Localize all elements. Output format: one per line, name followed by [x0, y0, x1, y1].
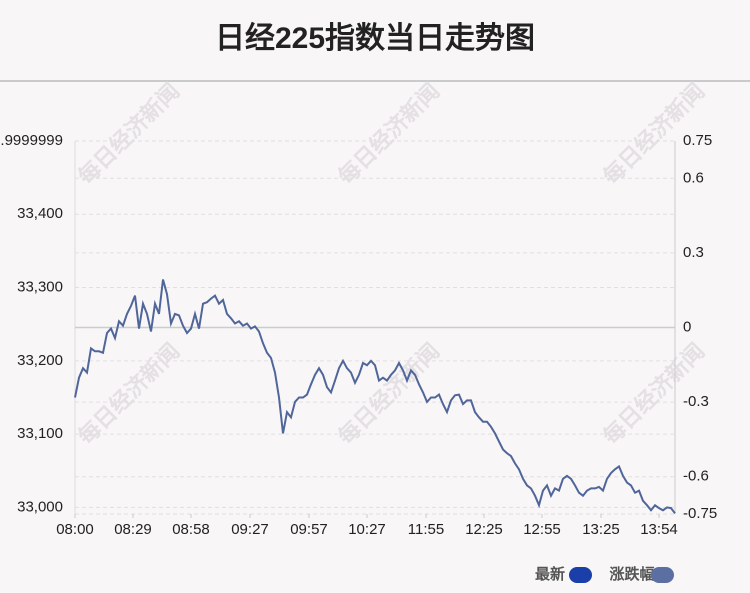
x-tick-label: 09:27	[231, 521, 269, 538]
legend-swatch	[569, 567, 592, 583]
watermark: 每日经济新闻	[333, 338, 444, 449]
x-tick-label: 08:58	[172, 521, 210, 538]
y2-tick-label: -0.75	[683, 505, 717, 522]
y-tick-label: 33,499.9999999	[0, 132, 63, 149]
legend-label: 最新	[535, 565, 565, 583]
x-tick-label: 08:00	[56, 521, 94, 538]
x-tick-label: 08:29	[114, 521, 152, 538]
x-tick-label: 12:25	[465, 521, 503, 538]
y-tick-label: 33,000	[17, 498, 63, 515]
legend-label: 涨跌幅	[609, 565, 654, 583]
legend-swatch	[651, 567, 674, 583]
y-tick-label: 33,200	[17, 352, 63, 369]
y-tick-label: 33,400	[17, 205, 63, 222]
x-tick-label: 11:55	[408, 521, 444, 538]
y2-tick-label: 0	[683, 318, 691, 335]
watermark: 每日经济新闻	[333, 78, 444, 189]
y2-tick-label: 0.3	[683, 244, 704, 261]
x-tick-label: 13:54	[640, 521, 678, 538]
y2-tick-label: -0.6	[683, 468, 709, 485]
chart-title: 日经225指数当日走势图	[215, 21, 535, 55]
y2-tick-label: -0.3	[683, 393, 709, 410]
x-tick-label: 10:27	[348, 521, 386, 538]
y-tick-label: 33,100	[17, 425, 63, 442]
x-tick-label: 13:25	[582, 521, 620, 538]
y2-tick-label: 0.75	[683, 132, 712, 149]
price-line	[74, 279, 676, 514]
x-tick-label: 12:55	[523, 521, 561, 538]
y-tick-label: 33,300	[17, 279, 63, 296]
watermark: 每日经济新闻	[73, 78, 184, 189]
x-tick-label: 09:57	[290, 521, 328, 538]
y2-tick-label: 0.6	[683, 169, 704, 186]
